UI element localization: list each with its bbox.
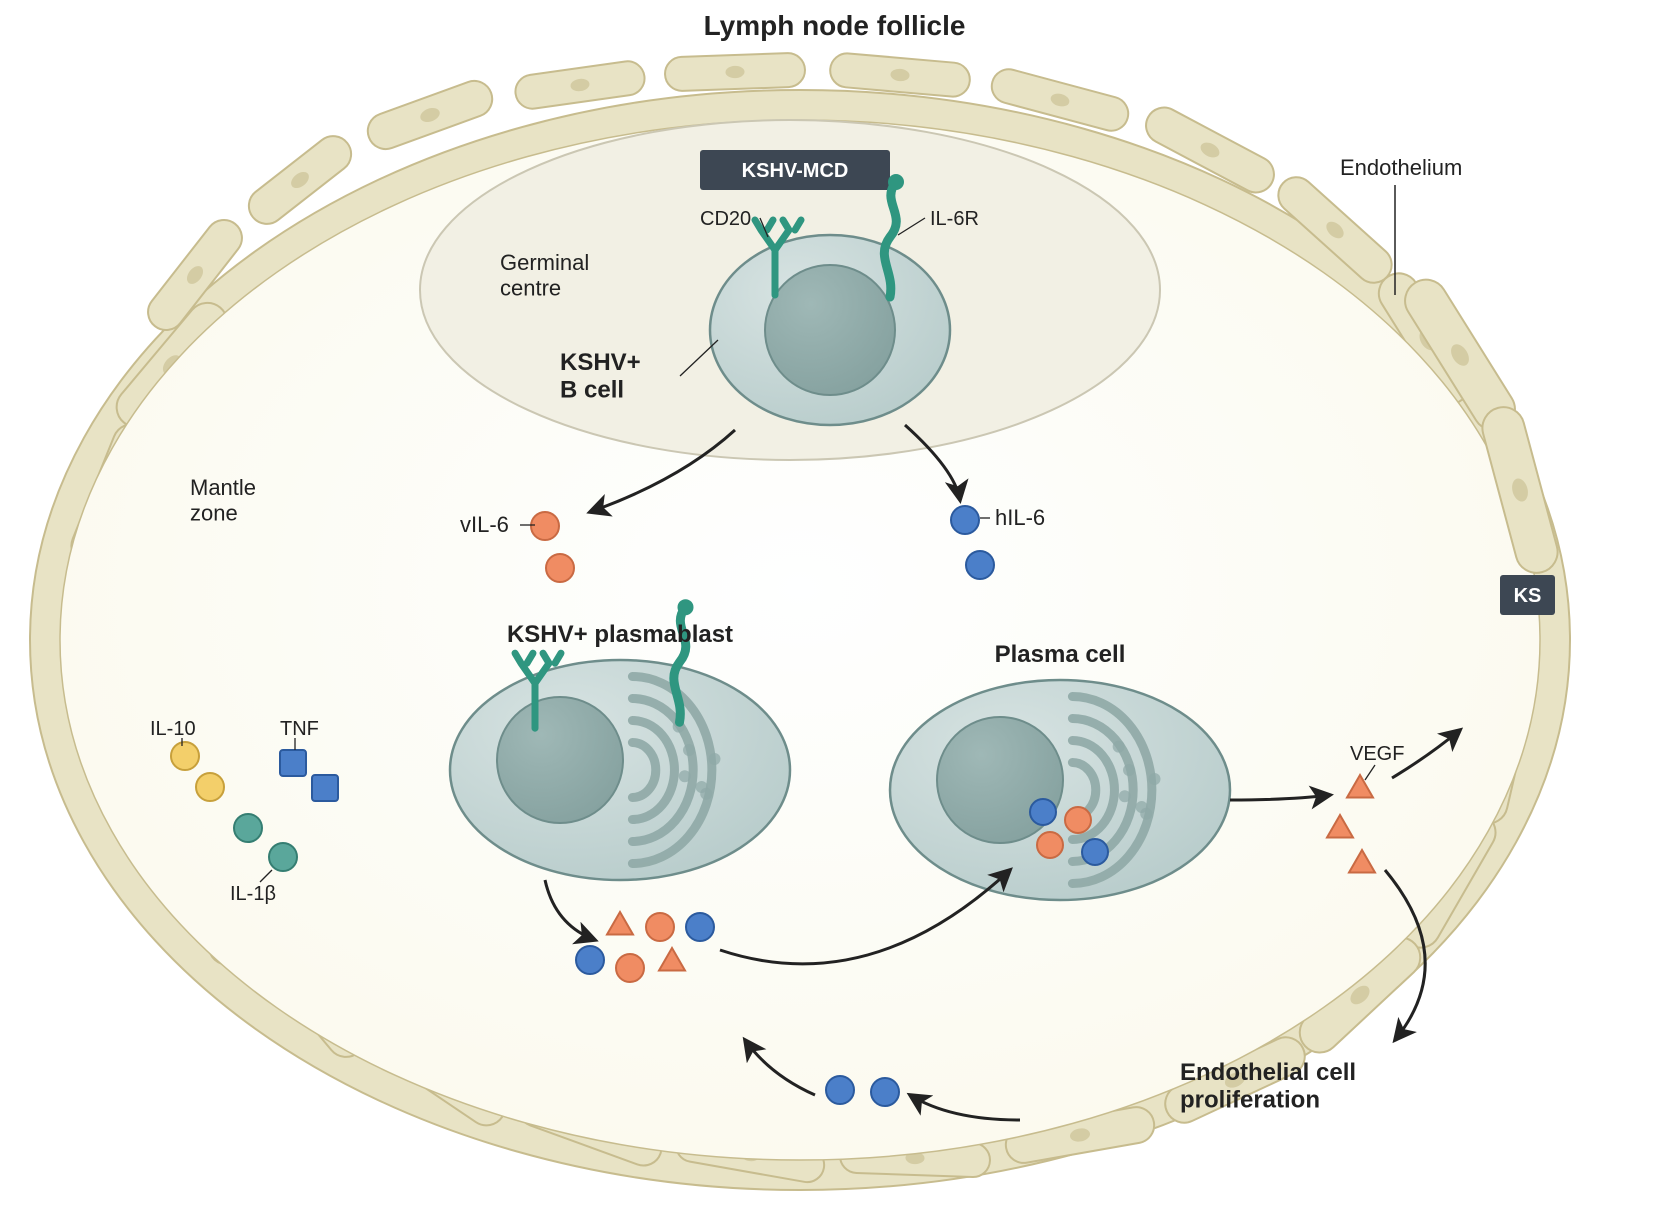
plasma-internal-molecule-icon	[1037, 832, 1063, 858]
plasma-internal-molecule-icon	[1065, 807, 1091, 833]
membrane-cell	[664, 53, 805, 92]
il6r-label: IL-6R	[930, 208, 979, 230]
il1b-molecule-icon	[234, 814, 262, 842]
ks-badge-text: KS	[1514, 585, 1542, 607]
hil6-molecule-icon	[951, 506, 979, 534]
title-top: Lymph node follicle	[704, 10, 966, 41]
secreted-molecule-icon	[616, 954, 644, 982]
plasma-internal-molecule-icon	[1082, 839, 1108, 865]
plasma-internal-molecule-icon	[1030, 799, 1056, 825]
tnf-molecule-icon	[312, 775, 338, 801]
vegf-label: VEGF	[1350, 743, 1404, 765]
secreted-molecule-icon	[646, 913, 674, 941]
vil6-molecule-icon	[531, 512, 559, 540]
il1b-molecule-icon	[269, 843, 297, 871]
hil6-label: hIL-6	[995, 505, 1045, 530]
kshv-mcd-badge-text: KSHV-MCD	[742, 160, 849, 182]
secreted-molecule-icon	[576, 946, 604, 974]
il10-label: IL-10	[150, 718, 196, 740]
diagram-canvas: GerminalcentreLymph node follicleEndothe…	[0, 0, 1669, 1222]
vil6-molecule-icon	[546, 554, 574, 582]
plasmablast-label: KSHV+ plasmablast	[507, 621, 733, 648]
cd20-label: CD20	[700, 208, 751, 230]
tnf-molecule-icon	[280, 750, 306, 776]
vil6-label: vIL-6	[460, 512, 509, 537]
il10-molecule-icon	[171, 742, 199, 770]
hil6-molecule-icon	[966, 551, 994, 579]
secreted-molecule-icon	[686, 913, 714, 941]
endothelium-label: Endothelium	[1340, 155, 1462, 180]
tnf-label: TNF	[280, 718, 319, 740]
il1b-label: IL-1β	[230, 883, 276, 905]
bottom-hil6-icon	[871, 1078, 899, 1106]
il10-molecule-icon	[196, 773, 224, 801]
plasma-cell-label: Plasma cell	[995, 641, 1126, 668]
bottom-hil6-icon	[826, 1076, 854, 1104]
plasma-cell	[890, 680, 1230, 900]
